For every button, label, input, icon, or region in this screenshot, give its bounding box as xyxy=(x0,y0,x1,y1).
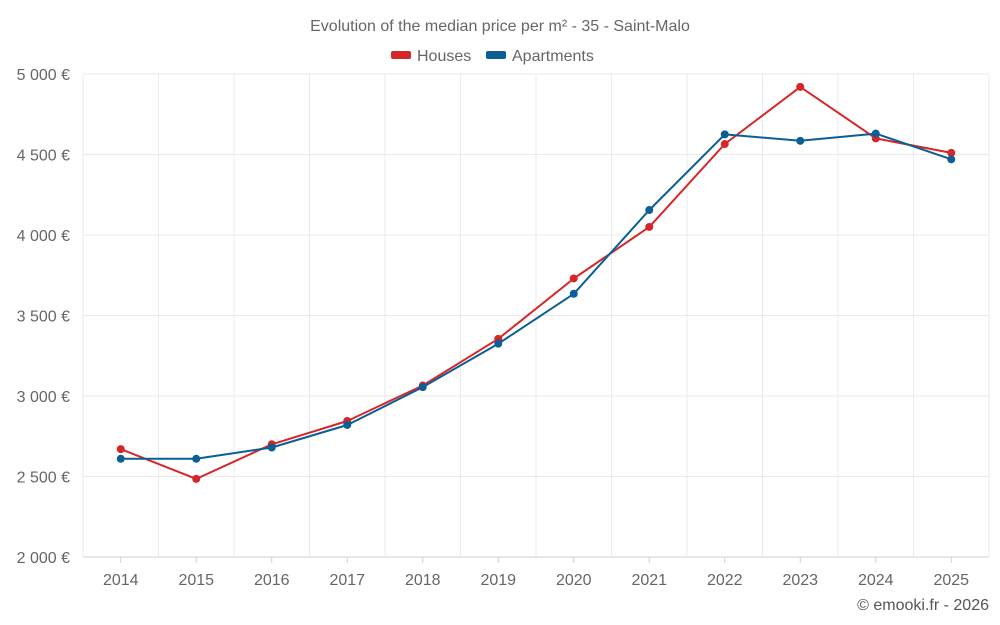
series-layer xyxy=(116,82,956,483)
y-axis-ticks: 2 000 € 2 500 € 3 000 € 3 500 € 4 000 € 4 500… xyxy=(17,67,70,567)
x-tick-label: 2025 xyxy=(933,572,969,589)
y-tick-label: 4 000 € xyxy=(17,228,70,245)
series-line-apartments xyxy=(120,132,952,460)
data-point-apartments[interactable] xyxy=(418,383,427,392)
x-tick-label: 2018 xyxy=(405,572,441,589)
x-tick-label: 2022 xyxy=(707,572,743,589)
y-tick-label: 2 500 € xyxy=(17,470,70,487)
legend-item-houses[interactable]: Houses xyxy=(391,48,471,65)
data-point-apartments[interactable] xyxy=(569,289,578,298)
series-apartments xyxy=(116,129,956,463)
data-point-houses[interactable] xyxy=(796,82,805,91)
x-tick-label: 2023 xyxy=(782,572,818,589)
data-point-apartments[interactable] xyxy=(796,136,805,145)
x-tick-label: 2019 xyxy=(480,572,516,589)
grid xyxy=(82,73,990,558)
x-tick-label: 2017 xyxy=(329,572,365,589)
data-point-apartments[interactable] xyxy=(116,454,125,463)
y-tick-label: 5 000 € xyxy=(17,67,70,84)
y-tick-label: 3 500 € xyxy=(17,309,70,326)
data-point-houses[interactable] xyxy=(192,474,201,483)
data-point-houses[interactable] xyxy=(720,140,729,149)
data-point-houses[interactable] xyxy=(947,148,956,157)
legend-label-houses: Houses xyxy=(417,48,471,65)
data-point-apartments[interactable] xyxy=(343,420,352,429)
x-tick-label: 2024 xyxy=(858,572,894,589)
x-tick-label: 2021 xyxy=(631,572,667,589)
y-tick-label: 4 500 € xyxy=(17,148,70,165)
legend[interactable]: Houses Apartments xyxy=(391,48,594,65)
data-point-apartments[interactable] xyxy=(494,339,503,348)
x-axis-ticks: 2014 2015 2016 2017 2018 2019 2020 2021 2022 2023… xyxy=(103,557,969,589)
x-tick-label: 2020 xyxy=(556,572,592,589)
legend-swatch-apartments xyxy=(486,51,506,59)
data-point-houses[interactable] xyxy=(569,274,578,283)
data-point-houses[interactable] xyxy=(645,222,654,231)
data-point-apartments[interactable] xyxy=(720,130,729,139)
y-tick-label: 3 000 € xyxy=(17,389,70,406)
x-tick-label: 2015 xyxy=(178,572,214,589)
x-tick-label: 2014 xyxy=(103,572,139,589)
data-point-apartments[interactable] xyxy=(645,206,654,215)
data-point-apartments[interactable] xyxy=(267,443,276,452)
data-point-houses[interactable] xyxy=(116,445,125,454)
legend-label-apartments: Apartments xyxy=(512,48,594,65)
x-tick-label: 2016 xyxy=(254,572,290,589)
legend-swatch-houses xyxy=(391,51,411,59)
data-point-apartments[interactable] xyxy=(947,155,956,164)
legend-item-apartments[interactable]: Apartments xyxy=(486,48,594,65)
footer-credit: © emooki.fr - 2026 xyxy=(857,597,989,614)
y-tick-label: 2 000 € xyxy=(17,550,70,567)
data-point-apartments[interactable] xyxy=(192,454,201,463)
chart-title: Evolution of the median price per m² - 3… xyxy=(310,18,690,35)
data-point-apartments[interactable] xyxy=(871,129,880,138)
